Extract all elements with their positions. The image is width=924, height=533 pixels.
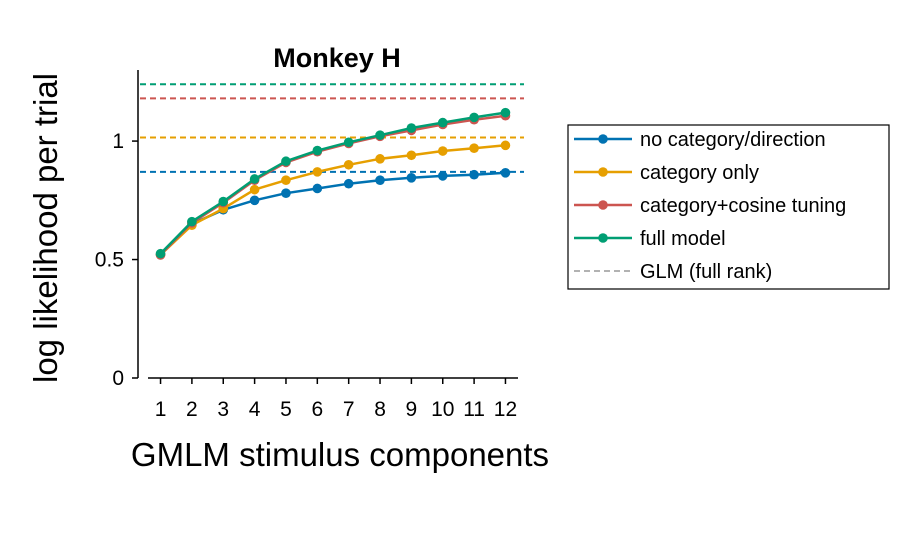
axes: [137, 70, 518, 379]
x-tick-label: 9: [406, 398, 418, 421]
legend-item: category+cosine tuning: [574, 195, 846, 217]
series-lines: [155, 107, 511, 260]
legend-label: category only: [640, 162, 759, 184]
y-ticks: 00.51: [95, 130, 138, 390]
data-point: [249, 174, 260, 184]
x-tick-label: 3: [217, 398, 229, 421]
y-axis-label: log likelihood per trial: [27, 73, 64, 383]
legend-marker: [598, 233, 608, 243]
reference-lines: [140, 83, 524, 173]
legend-item-reference: GLM (full rank): [574, 261, 772, 283]
legend-item: no category/direction: [574, 129, 826, 151]
data-point: [469, 112, 479, 123]
legend: no category/direction category only catego…: [567, 124, 890, 290]
x-tick-label: 2: [186, 398, 198, 421]
data-point: [343, 178, 354, 189]
data-point: [343, 137, 354, 148]
x-tick-label: 11: [463, 398, 485, 421]
data-point: [375, 154, 385, 164]
series-line: [159, 144, 506, 256]
data-point: [281, 156, 291, 167]
data-point: [281, 175, 291, 185]
data-point: [406, 123, 417, 133]
x-tick-label: 6: [311, 398, 323, 421]
data-point: [218, 196, 229, 207]
x-tick-label: 10: [431, 398, 454, 421]
chart-title: Monkey H: [273, 43, 401, 73]
data-point: [249, 184, 260, 195]
data-point: [406, 173, 417, 183]
legend-box: [567, 124, 890, 290]
series-3: [155, 107, 511, 259]
data-point: [312, 183, 323, 194]
data-point: [469, 169, 479, 180]
series-0: [155, 168, 511, 260]
x-axis-label: GMLM stimulus components: [131, 436, 549, 473]
data-point: [155, 248, 166, 259]
series-1: [155, 140, 511, 260]
data-point: [312, 167, 323, 177]
data-point: [437, 146, 448, 156]
x-tick-label: 1: [155, 398, 167, 421]
legend-label: GLM (full rank): [640, 261, 772, 283]
legend-marker: [598, 134, 608, 144]
data-point: [312, 145, 323, 156]
y-tick-label: 1: [112, 130, 124, 153]
y-tick-label: 0.5: [95, 249, 124, 272]
data-point: [375, 175, 385, 185]
x-tick-label: 8: [374, 398, 386, 421]
data-point: [281, 188, 291, 198]
data-point: [437, 117, 448, 128]
legend-marker: [598, 167, 608, 177]
x-ticks: 1 2 3 4 5 6 7 8 9 10 11 12: [155, 378, 517, 421]
x-tick-label: 12: [494, 398, 517, 421]
data-point: [406, 150, 417, 161]
legend-marker: [598, 200, 608, 210]
data-point: [500, 140, 511, 151]
legend-item: full model: [574, 228, 726, 250]
data-point: [500, 168, 511, 178]
y-tick-label: 0: [112, 367, 124, 390]
x-tick-label: 5: [280, 398, 292, 421]
data-point: [375, 130, 385, 140]
data-point: [469, 143, 479, 153]
data-point: [249, 195, 260, 206]
legend-item: category only: [574, 162, 759, 184]
x-tick-label: 4: [249, 398, 261, 421]
data-point: [437, 171, 448, 181]
data-point: [500, 107, 511, 118]
legend-label: no category/direction: [640, 129, 826, 151]
legend-label: full model: [640, 228, 726, 250]
legend-label: category+cosine tuning: [640, 195, 846, 217]
data-point: [343, 159, 354, 170]
x-tick-label: 7: [343, 398, 355, 421]
series-line: [159, 111, 506, 255]
data-point: [187, 216, 197, 227]
